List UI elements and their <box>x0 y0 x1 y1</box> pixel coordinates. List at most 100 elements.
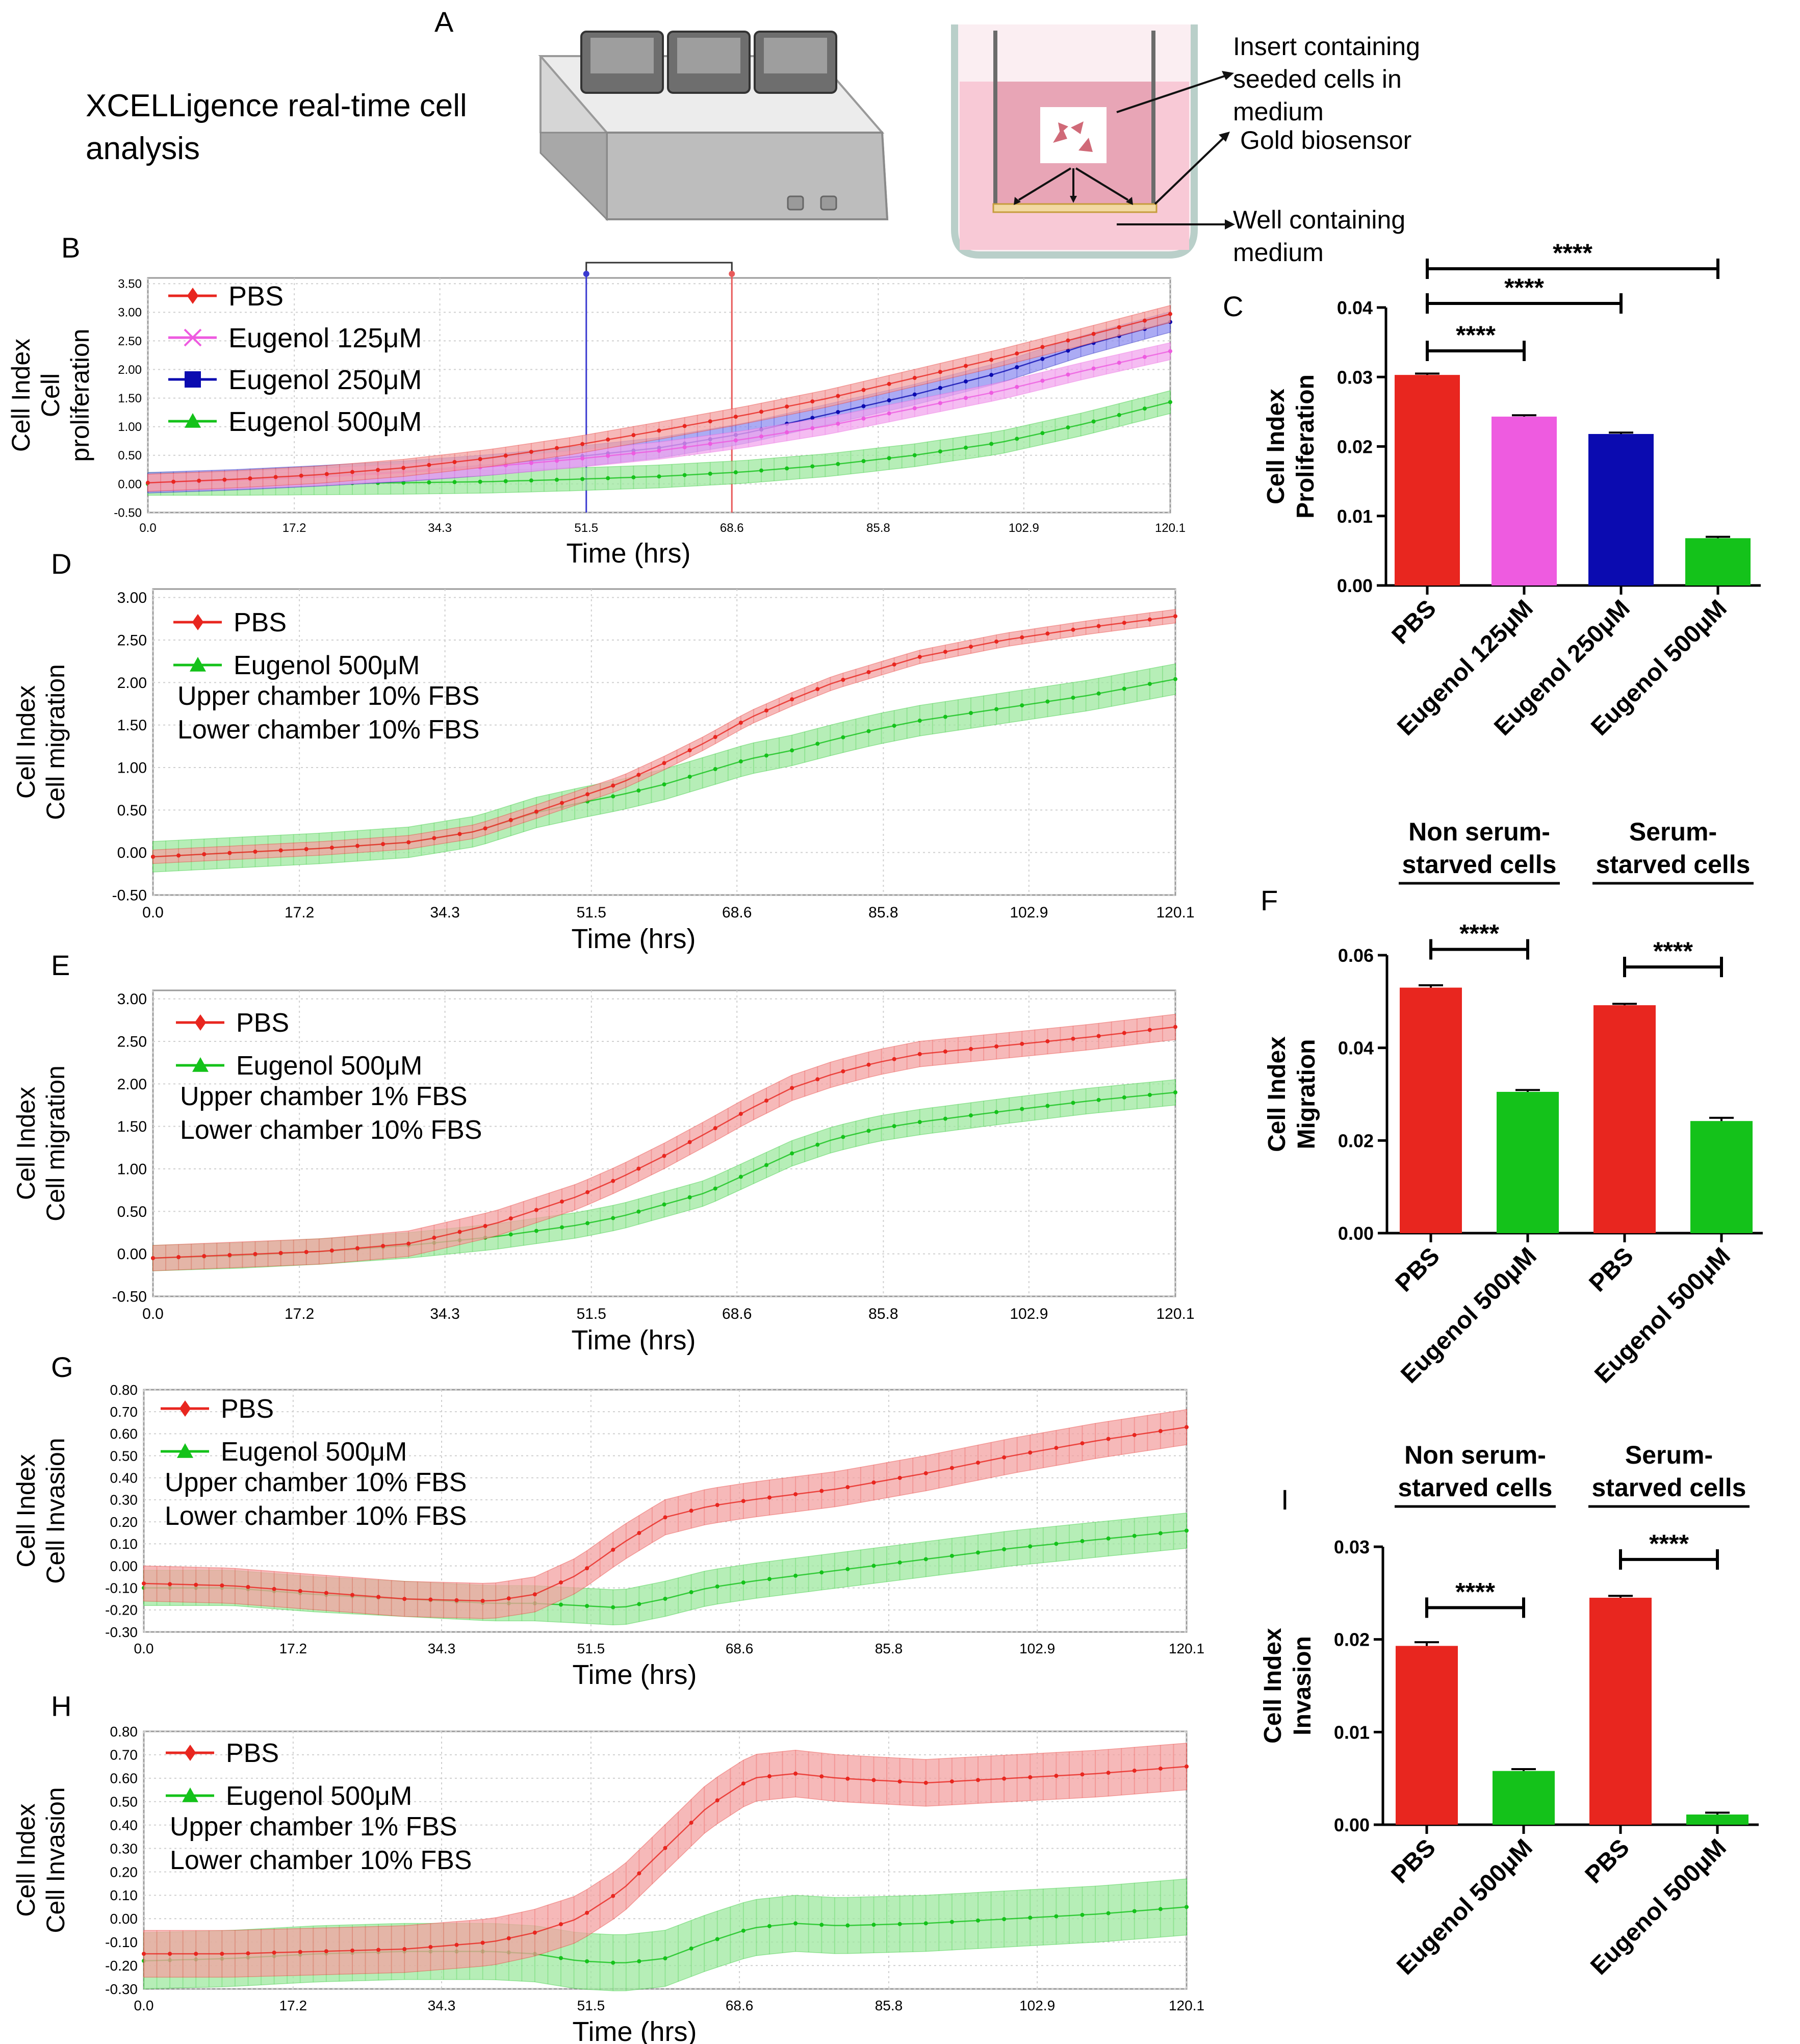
data-point <box>871 1923 876 1927</box>
marker-triangle <box>182 1787 198 1802</box>
x-tick-label: 120.1 <box>1155 521 1186 535</box>
data-point <box>1158 1907 1163 1911</box>
data-point <box>304 1249 308 1254</box>
data-point <box>376 1595 381 1599</box>
data-point <box>964 396 968 400</box>
data-point <box>663 1597 667 1601</box>
data-point <box>151 855 155 859</box>
x-tick-label: 51.5 <box>577 1998 605 2013</box>
data-point <box>176 853 181 858</box>
y-axis-label: proliferation <box>66 328 94 462</box>
data-point <box>1002 1776 1007 1781</box>
y-tick-label: 0.02 <box>1334 1629 1370 1650</box>
time-bracket <box>585 262 733 271</box>
data-point <box>741 1499 745 1503</box>
legend-label: PBS <box>234 608 287 637</box>
data-point <box>892 1057 896 1061</box>
data-point <box>508 1216 513 1221</box>
y-tick-label: 0.02 <box>1338 1130 1374 1151</box>
y-axis-label: Cell Index <box>12 1803 40 1917</box>
data-point <box>559 1956 563 1960</box>
bar <box>1497 1091 1559 1233</box>
data-point <box>168 1952 172 1956</box>
data-point <box>912 392 917 397</box>
group-header: Serum- <box>1625 1441 1713 1469</box>
data-point <box>1168 400 1172 404</box>
x-tick-label: 120.1 <box>1169 1998 1204 2013</box>
data-point <box>1132 1769 1137 1773</box>
x-axis-label: Time (hrs) <box>572 1325 696 1356</box>
y-tick-label: 0.00 <box>1334 1815 1370 1835</box>
data-point <box>810 464 815 469</box>
x-tick-label: 34.3 <box>428 521 452 535</box>
marker-diamond <box>187 288 199 304</box>
x-tick-label: 0.0 <box>134 1641 154 1656</box>
data-point <box>1091 419 1096 424</box>
data-point <box>355 1246 359 1250</box>
data-point <box>457 832 462 836</box>
y-tick-label: 0.60 <box>110 1426 138 1442</box>
data-point <box>272 1587 276 1591</box>
data-point <box>713 767 717 772</box>
data-point <box>1028 1775 1033 1779</box>
data-point <box>1080 1772 1085 1777</box>
data-point <box>350 1593 354 1597</box>
data-point <box>406 840 411 845</box>
data-point <box>585 1566 589 1571</box>
data-point <box>432 1236 436 1240</box>
data-point <box>1185 1425 1189 1429</box>
y-axis-label: Invasion <box>1289 1636 1316 1735</box>
data-point <box>355 844 359 848</box>
data-point <box>560 1225 564 1230</box>
data-point <box>923 1780 928 1785</box>
y-tick-label: 0.50 <box>117 1204 147 1220</box>
chart-e: 0.0 17.2 34.3 51.5 68.6 85.8 102.9 120.1 3.00 2.5… <box>12 949 1195 1356</box>
data-point <box>897 1779 902 1784</box>
data-point <box>764 753 768 758</box>
x-axis-label: Time (hrs) <box>573 2016 697 2044</box>
data-point <box>810 399 815 404</box>
y-tick-label: 0.01 <box>1337 506 1373 527</box>
charts-layer: 0.0 17.2 34.3 51.5 68.6 85.8 102.9 120.1 3.50 3.0… <box>7 232 1763 2044</box>
y-tick-label: 1.00 <box>118 420 142 434</box>
data-point <box>841 1069 845 1074</box>
data-point <box>976 1550 980 1555</box>
data-point <box>480 1599 485 1603</box>
y-tick-label: 0.00 <box>1337 575 1373 596</box>
data-point <box>1071 1036 1075 1041</box>
x-tick-label: 120.1 <box>1156 1306 1194 1322</box>
y-tick-label: 2.00 <box>118 363 142 377</box>
bar <box>1493 1771 1555 1825</box>
data-point <box>1096 691 1101 696</box>
data-point <box>329 1248 334 1253</box>
y-tick-label: -0.30 <box>105 1981 138 1997</box>
data-point <box>350 470 354 474</box>
data-point <box>427 463 431 467</box>
data-point <box>964 364 968 368</box>
data-point <box>606 476 610 480</box>
x-tick-label: 102.9 <box>1010 1306 1048 1322</box>
chart-d: 0.0 17.2 34.3 51.5 68.6 85.8 102.9 120.1 3.00 2.5… <box>12 548 1195 954</box>
data-point <box>376 1948 381 1952</box>
y-axis-label: Cell Index <box>1264 1036 1291 1152</box>
bar <box>1396 1646 1458 1825</box>
data-point <box>503 479 508 483</box>
data-point <box>715 1937 719 1941</box>
x-tick-label: 68.6 <box>722 904 752 921</box>
data-point <box>845 1567 850 1571</box>
data-point <box>606 437 610 442</box>
data-point <box>1117 413 1121 417</box>
data-point <box>1071 1101 1075 1105</box>
legend-label: PBS <box>228 281 284 312</box>
data-point <box>555 446 559 450</box>
marker-square <box>185 371 201 388</box>
data-point <box>427 480 431 484</box>
chamber-note: Upper chamber 10% FBS <box>165 1468 467 1497</box>
x-tick-label: 51.5 <box>577 904 606 921</box>
data-point <box>631 475 636 479</box>
x-tick-label: 68.6 <box>722 1306 752 1322</box>
data-point <box>559 1602 563 1607</box>
data-point <box>1147 1092 1152 1097</box>
data-point <box>994 640 999 644</box>
bar <box>1686 1815 1748 1825</box>
